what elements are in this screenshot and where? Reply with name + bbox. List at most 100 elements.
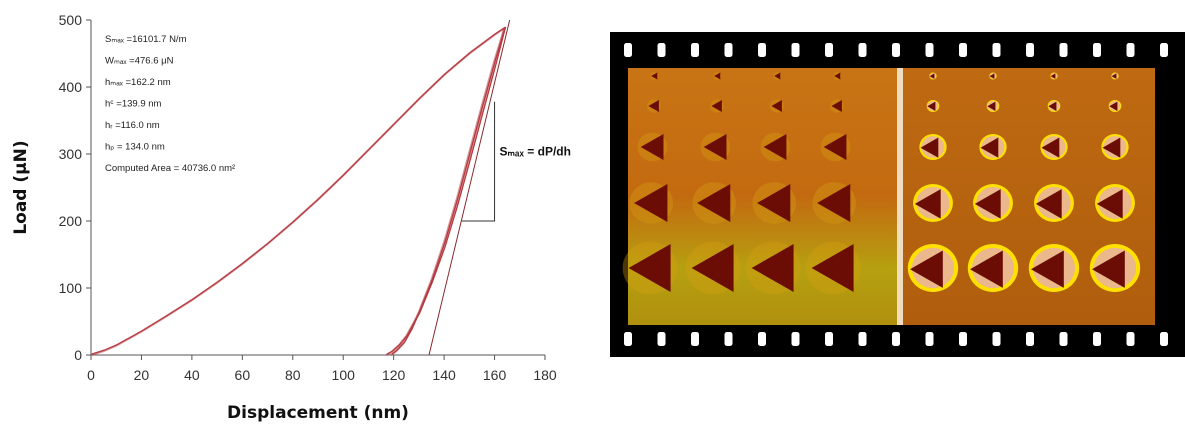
unloading-curve-shadow xyxy=(390,27,506,356)
indent-mark xyxy=(929,73,935,79)
indent-array xyxy=(622,72,1141,295)
annotation-text: hᵣ =116.0 nm xyxy=(105,120,160,131)
sprocket-hole xyxy=(1059,332,1068,346)
y-tick-label: 500 xyxy=(59,12,83,28)
indent-mark xyxy=(914,189,941,219)
sprocket-hole xyxy=(858,332,867,346)
sprocket-hole xyxy=(825,332,833,346)
indent-mark xyxy=(1035,189,1062,219)
sprocket-hole xyxy=(825,43,833,57)
sprocket-hole xyxy=(992,43,1001,57)
indent-mark xyxy=(648,100,659,112)
annotation-text: Computed Area = 40736.0 nm² xyxy=(105,163,235,174)
indent-mark xyxy=(634,184,668,222)
sprocket-hole xyxy=(1160,332,1168,346)
indent-mark xyxy=(1041,137,1060,158)
y-tick-label: 400 xyxy=(59,79,83,95)
sprocket-hole xyxy=(1093,332,1101,346)
x-axis-label: Displacement (nm) xyxy=(227,403,409,423)
indent-mark xyxy=(920,137,939,158)
y-tick-label: 200 xyxy=(59,213,83,229)
y-axis-label: Load (μN) xyxy=(11,140,31,234)
chart-annotations: Sₘₐₓ =16101.7 N/m Wₘₐₓ =476.6 μN hₘₐₓ =162… xyxy=(105,34,571,174)
sprocket-hole xyxy=(758,332,766,346)
indent-mark xyxy=(691,244,734,292)
sprocket-hole xyxy=(791,332,800,346)
indent-mark xyxy=(1050,73,1056,79)
indent-mark xyxy=(651,72,658,80)
sprocket-hole xyxy=(1026,332,1034,346)
annotation-text: Wₘₐₓ =476.6 μN xyxy=(105,56,174,67)
indent-mark xyxy=(714,72,721,80)
indent-mark xyxy=(980,137,999,158)
indent-mark xyxy=(823,134,847,160)
indent-mark xyxy=(711,100,722,112)
indent-mark xyxy=(927,101,936,111)
y-tick-label: 300 xyxy=(59,146,83,162)
unloading-curve-shadow xyxy=(385,27,506,356)
sprocket-hole xyxy=(959,43,967,57)
x-tick-label: 120 xyxy=(382,367,406,383)
x-tick-label: 20 xyxy=(134,367,150,383)
x-tick-label: 40 xyxy=(184,367,200,383)
sprocket-hole xyxy=(992,332,1001,346)
sprocket-hole xyxy=(1026,43,1034,57)
unloading-curve xyxy=(391,26,507,355)
panel-divider xyxy=(897,68,903,325)
sprocket-hole xyxy=(1126,332,1135,346)
sprocket-hole xyxy=(758,43,766,57)
indent-mark xyxy=(640,134,664,160)
sprocket-hole xyxy=(1126,43,1135,57)
x-tick-label: 80 xyxy=(285,367,301,383)
indent-mark xyxy=(774,72,781,80)
y-tick-label: 0 xyxy=(74,347,82,363)
indent-mark xyxy=(703,134,727,160)
indent-mark xyxy=(989,73,995,79)
indent-mark xyxy=(628,244,671,292)
indent-mark xyxy=(1096,189,1123,219)
annotation-text: Sₘₐₓ =16101.7 N/m xyxy=(105,34,187,45)
sprocket-hole xyxy=(959,332,967,346)
sprocket-hole xyxy=(791,43,800,57)
sprocket-hole xyxy=(858,43,867,57)
sprocket-hole xyxy=(892,332,900,346)
sprocket-hole xyxy=(925,43,934,57)
tangent-line xyxy=(428,19,511,356)
slope-triangle xyxy=(461,101,496,222)
sprocket-hole xyxy=(724,332,733,346)
indent-mark xyxy=(817,184,851,222)
sprocket-hole xyxy=(657,332,666,346)
indent-mark xyxy=(987,101,996,111)
sprocket-hole xyxy=(1160,43,1168,57)
indent-mark xyxy=(831,100,842,112)
x-tick-label: 180 xyxy=(533,367,557,383)
x-tick-label: 160 xyxy=(483,367,507,383)
annotation-text: hᶜ =139.9 nm xyxy=(105,99,162,110)
annotation-text: hₚ = 134.0 nm xyxy=(105,142,165,153)
indent-mark xyxy=(1109,101,1118,111)
indent-mark xyxy=(1048,101,1057,111)
indent-mark xyxy=(1102,137,1121,158)
indent-mark xyxy=(1031,250,1064,288)
indent-mark xyxy=(910,250,943,288)
load-displacement-chart: 0 20 40 60 80 100 120 140 160 180 0 100 200 300 400 500… xyxy=(11,12,571,423)
sprocket-hole xyxy=(1059,43,1068,57)
indent-mark xyxy=(811,244,854,292)
loading-curve xyxy=(91,26,506,355)
indent-film-strip xyxy=(610,32,1185,357)
film-sprockets xyxy=(624,43,1168,346)
sprocket-hole xyxy=(925,332,934,346)
sprocket-hole xyxy=(724,43,733,57)
x-tick-label: 60 xyxy=(235,367,251,383)
sprocket-hole xyxy=(691,332,699,346)
annotation-text: hₘₐₓ =162.2 nm xyxy=(105,77,171,88)
indent-mark xyxy=(974,189,1001,219)
indent-mark xyxy=(1092,250,1125,288)
chart-axes: 0 20 40 60 80 100 120 140 160 180 0 100 200 300 400 500 xyxy=(59,12,557,383)
chart-series xyxy=(90,19,511,357)
indent-mark xyxy=(751,244,794,292)
sprocket-hole xyxy=(657,43,666,57)
slope-label: Sₘₐₓ = dP/dh xyxy=(500,144,571,158)
x-tick-label: 100 xyxy=(332,367,356,383)
indent-mark xyxy=(1111,73,1117,79)
